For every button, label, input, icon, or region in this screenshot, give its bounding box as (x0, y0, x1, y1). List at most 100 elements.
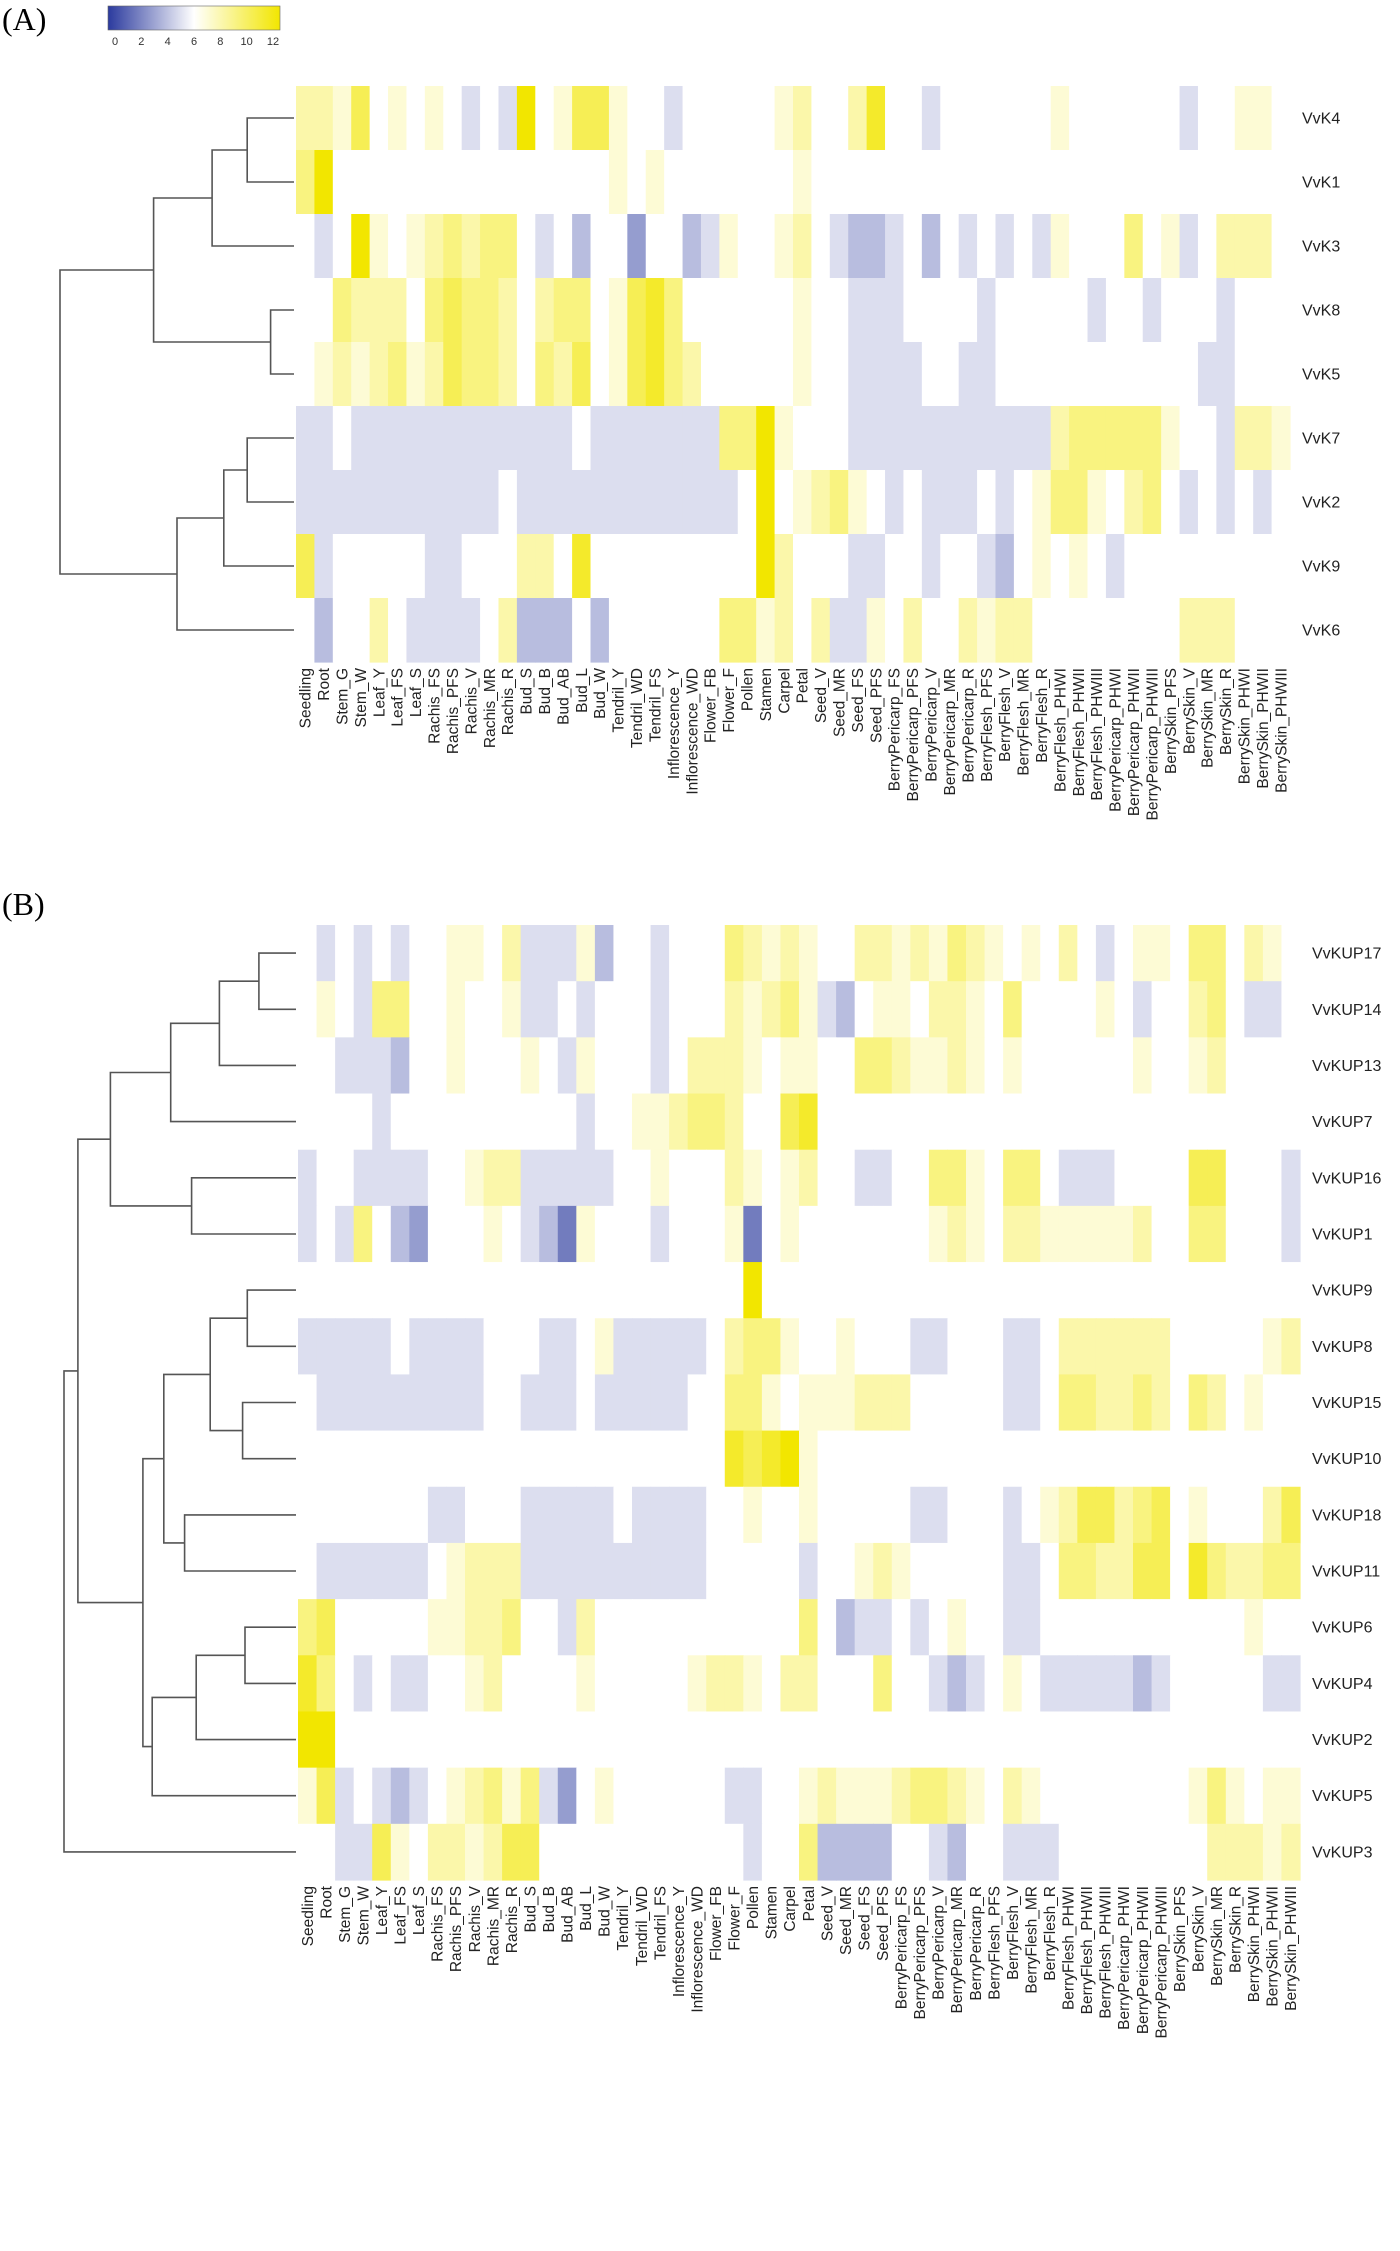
heatmap-cell (1095, 1486, 1116, 1544)
heatmap-cell (1216, 470, 1236, 535)
heatmap-cell (1170, 1262, 1190, 1319)
colorbar-tick: 4 (165, 36, 171, 48)
heatmap-cell (557, 1262, 577, 1319)
heatmap-cell (594, 1262, 615, 1319)
heatmap-cell (984, 981, 1004, 1038)
heatmap-cell (891, 1599, 911, 1656)
heatmap-cell (1032, 342, 1052, 407)
heatmap-cell (461, 534, 481, 599)
heatmap-cell (928, 1262, 949, 1319)
heatmap-cell (1040, 1262, 1060, 1319)
heatmap-cell (793, 406, 813, 471)
colorbar-tick: 10 (241, 36, 253, 48)
heatmap-cell (480, 214, 500, 279)
heatmap-cell (446, 1149, 466, 1207)
column-label: Tendril_FS (652, 1886, 669, 1960)
heatmap-cell (1281, 981, 1301, 1038)
heatmap-cell (539, 1542, 559, 1600)
heatmap-cell (502, 1486, 522, 1544)
heatmap-cell (811, 598, 831, 663)
heatmap-cell (1253, 598, 1273, 663)
heatmap-cell (829, 150, 849, 215)
heatmap-cell (576, 1205, 596, 1263)
heatmap-cell (557, 1318, 577, 1376)
heatmap-cell (780, 1542, 800, 1600)
column-label: BerryFlesh_PHWIII (1098, 1886, 1115, 2019)
heatmap-cell (984, 1823, 1004, 1881)
heatmap-cell (572, 406, 592, 471)
heatmap-cell (388, 470, 408, 535)
heatmap-cell (465, 1037, 485, 1095)
heatmap-cell (761, 1430, 782, 1488)
heatmap-cell (353, 1823, 373, 1881)
heatmap-cell (947, 1374, 967, 1432)
heatmap-cell (520, 1093, 540, 1151)
heatmap-cell (958, 406, 978, 471)
heatmap-cell (958, 150, 978, 215)
heatmap-cell (632, 981, 652, 1038)
heatmap-cell (836, 1599, 856, 1656)
heatmap-cell (409, 1374, 429, 1432)
row-label: VvKUP17 (1312, 946, 1381, 963)
heatmap-cell (817, 1767, 837, 1825)
heatmap-cell (1021, 1374, 1041, 1432)
heatmap-cell (761, 1037, 782, 1095)
heatmap-cell (1032, 406, 1052, 471)
heatmap-cells-a (296, 86, 1291, 663)
heatmap-cell (1188, 1262, 1208, 1319)
heatmap-cell (1262, 1655, 1283, 1713)
heatmap-cell (928, 925, 949, 982)
heatmap-cell (608, 278, 628, 343)
heatmap-cell (520, 1711, 540, 1769)
heatmap-cell (502, 925, 522, 982)
heatmap-cell (817, 1149, 837, 1207)
heatmap-cell (409, 1767, 429, 1825)
heatmap-cell (1262, 1599, 1283, 1656)
heatmap-cell (594, 1374, 615, 1432)
heatmap-cell (520, 1486, 540, 1544)
heatmap-cell (539, 1149, 559, 1207)
heatmap-cell (1003, 1823, 1023, 1881)
heatmap-cell (553, 534, 573, 599)
heatmap-cell (446, 981, 466, 1038)
column-label: BerrySkin_PHWII (1265, 1886, 1282, 2007)
heatmap-cell (706, 1205, 726, 1263)
column-label: Inflorescence_WD (689, 1886, 706, 2013)
row-label: VvKUP5 (1312, 1788, 1373, 1805)
heatmap-cell (465, 1655, 485, 1713)
heatmap-cell (1040, 1711, 1060, 1769)
heatmap-cell (409, 1093, 429, 1151)
heatmap-cell (743, 1655, 763, 1713)
heatmap-cell (608, 534, 628, 599)
heatmap-cell (590, 598, 610, 663)
heatmap-cell (314, 86, 334, 151)
heatmap-cell (1105, 470, 1125, 535)
heatmap-cell (594, 1542, 615, 1600)
column-label: BerryPericarp_PHWIII (1144, 668, 1161, 820)
heatmap-cell (799, 981, 819, 1038)
heatmap-cell (553, 278, 573, 343)
heatmap-cell (664, 598, 684, 663)
heatmap-cell (332, 150, 352, 215)
column-label: Rachis_V (463, 667, 480, 734)
heatmap-cell (1040, 1486, 1060, 1544)
heatmap-cell (461, 406, 481, 471)
row-label: VvKUP9 (1312, 1283, 1373, 1300)
heatmap-cell (409, 1262, 429, 1319)
heatmap-cell (576, 1655, 596, 1713)
heatmap-cell (687, 1374, 707, 1432)
heatmap-cell (650, 1486, 670, 1544)
heatmap-cell (940, 342, 960, 407)
heatmap-cell (1142, 470, 1162, 535)
heatmap-cell (298, 1205, 318, 1263)
heatmap-cell (664, 214, 684, 279)
heatmap-cell (947, 925, 967, 982)
heatmap-cell (799, 1318, 819, 1376)
heatmap-cell (1077, 1262, 1097, 1319)
heatmap-cell (836, 1823, 856, 1881)
heatmap-cell (372, 1318, 392, 1376)
heatmap-cell (572, 150, 592, 215)
heatmap-cell (594, 1767, 615, 1825)
heatmap-cell (1225, 1711, 1245, 1769)
heatmap-cell (483, 1486, 503, 1544)
